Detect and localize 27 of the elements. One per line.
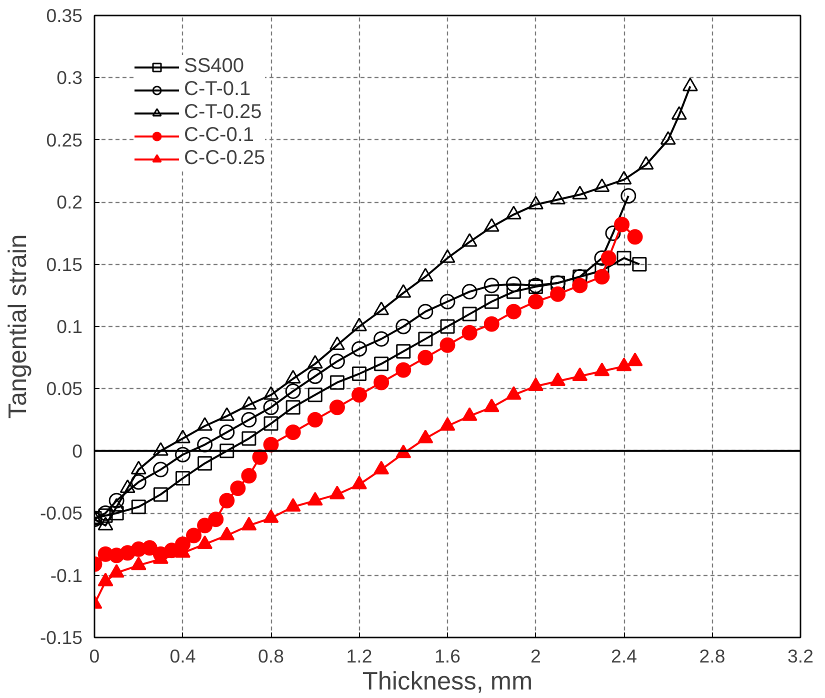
y-tick-label: 0.05 <box>46 378 82 400</box>
y-tick-label: 0.3 <box>56 67 83 88</box>
x-tick-label: 0.4 <box>170 646 196 666</box>
x-tick-label: 1.2 <box>346 646 372 666</box>
x-tick-label: 0 <box>89 646 100 666</box>
x-tick-label: 2 <box>530 646 541 666</box>
legend-label: C-C-0.1 <box>184 124 254 147</box>
x-tick-label: 3.2 <box>788 646 814 666</box>
y-axis-title: Tangential strain <box>4 234 32 419</box>
x-tick-label: 2.8 <box>699 646 726 666</box>
y-tick-label: -0.1 <box>50 564 83 586</box>
y-tick-label: -0.05 <box>40 502 83 524</box>
x-tick-label: 0.8 <box>258 646 284 666</box>
y-tick-label: 0.1 <box>56 316 83 337</box>
y-tick-label: 0.15 <box>46 254 82 275</box>
legend-label: SS400 <box>184 55 244 78</box>
y-tick-label: 0 <box>72 440 83 462</box>
legend-label: C-C-0.25 <box>184 147 266 170</box>
y-tick-label: 0.2 <box>56 192 83 213</box>
legend-label: C-T-0.25 <box>184 101 262 124</box>
x-tick-label: 1.6 <box>434 646 460 666</box>
x-tick-label: 2.4 <box>611 646 637 666</box>
y-tick-label: -0.15 <box>40 627 83 648</box>
legend-label: C-T-0.1 <box>184 78 251 101</box>
y-tick-label: 0.25 <box>46 129 82 150</box>
x-axis-title: Thickness, mm <box>362 668 533 696</box>
y-tick-label: 0.35 <box>46 5 82 26</box>
